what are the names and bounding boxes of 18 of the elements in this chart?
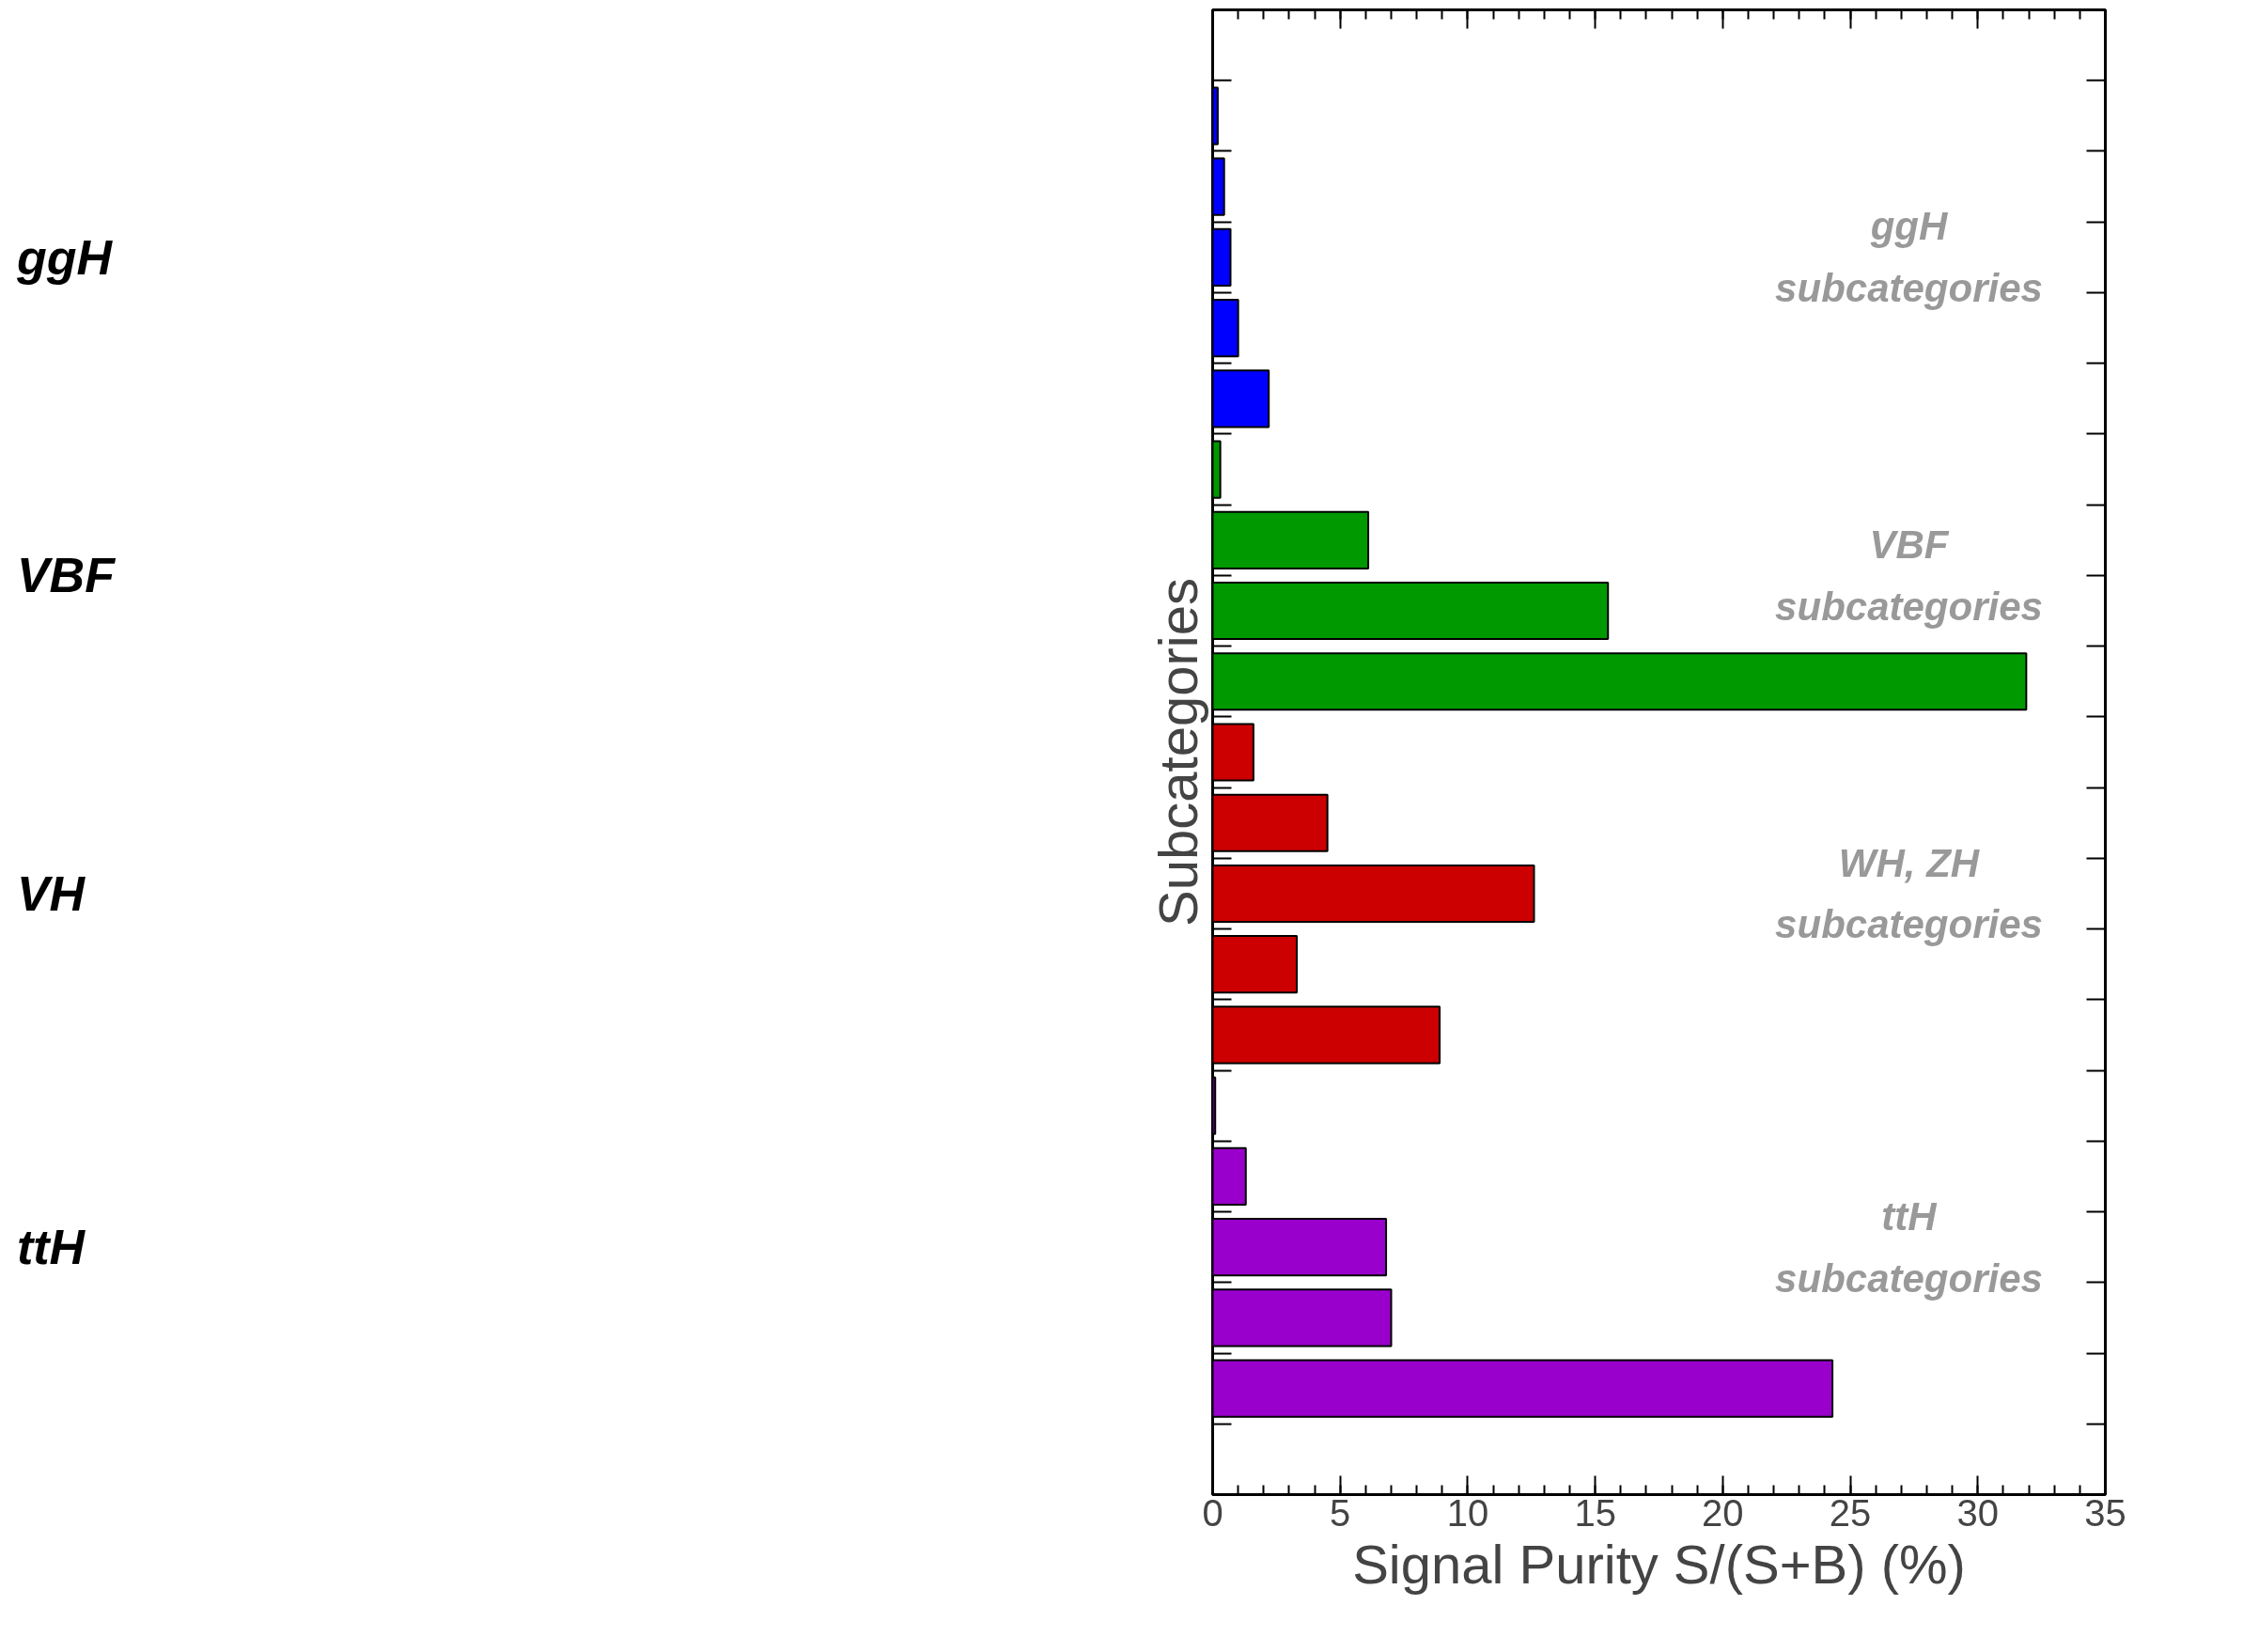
annotation: ggH subcategories (1775, 204, 2043, 311)
y-axis-title: Subcategories (1146, 578, 1208, 927)
x-tick-label: 5 (1330, 1491, 1351, 1534)
x-tick-label: 30 (1956, 1491, 2000, 1534)
x-tick-label: 0 (1202, 1491, 1223, 1534)
text: VBF (16, 548, 117, 603)
x-tick-label: 25 (1829, 1491, 1872, 1534)
annotation: WH, ZH subcategories (1775, 840, 2043, 947)
x-tick-label: 20 (1702, 1491, 1744, 1534)
x-tick-label: 35 (2084, 1491, 2126, 1534)
x-axis-title: Signal Purity S/(S+B) (%) (1352, 1533, 1966, 1595)
text: VH (16, 865, 86, 921)
text: ggH (15, 229, 114, 285)
text: ttH (16, 1220, 86, 1275)
x-tick-label: 10 (1446, 1491, 1489, 1534)
annotation: ttH subcategories (1775, 1193, 2043, 1301)
x-tick-label: 15 (1574, 1491, 1616, 1534)
annotation: VBF subcategories (1775, 522, 2043, 629)
